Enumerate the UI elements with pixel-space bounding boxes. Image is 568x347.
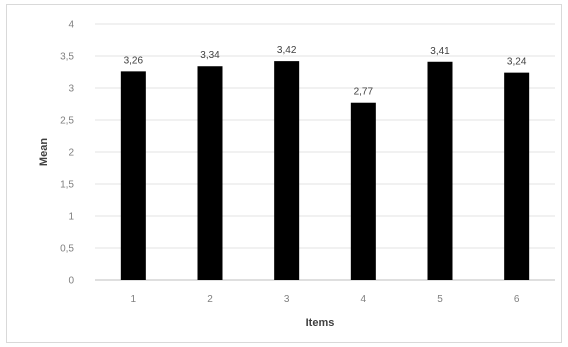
data-label: 3,41 (430, 46, 450, 57)
y-axis-title: Mean (38, 138, 50, 166)
x-tick-label: 1 (131, 294, 137, 305)
gridlines (95, 23, 555, 281)
bar (197, 66, 223, 281)
bar (274, 61, 300, 281)
x-axis-ticks: 1 2 3 4 5 6 (131, 294, 520, 305)
bars (120, 61, 530, 281)
data-labels: 3,26 3,34 3,42 2,77 3,41 3,24 (124, 45, 527, 98)
data-label: 3,34 (200, 50, 220, 61)
x-tick-label: 4 (361, 294, 367, 305)
bar (350, 102, 376, 280)
bar (427, 61, 453, 281)
x-tick-label: 2 (207, 294, 213, 305)
y-tick-label: 2 (68, 148, 74, 159)
data-label: 3,42 (277, 45, 297, 56)
y-axis-ticks: 0 0,5 1 1,5 2 2,5 3 3,5 4 (60, 20, 74, 287)
x-tick-label: 6 (514, 294, 520, 305)
data-label: 3,24 (507, 57, 527, 68)
bar (504, 72, 530, 280)
y-tick-label: 3 (68, 84, 74, 95)
y-tick-label: 3,5 (60, 52, 74, 63)
y-tick-label: 1 (68, 212, 74, 223)
y-tick-label: 1,5 (60, 180, 74, 191)
y-tick-label: 0 (68, 276, 74, 287)
data-label: 3,26 (124, 55, 144, 66)
x-tick-label: 5 (437, 294, 443, 305)
data-label: 2,77 (354, 87, 374, 98)
y-tick-label: 0,5 (60, 244, 74, 255)
x-tick-label: 3 (284, 294, 290, 305)
y-tick-label: 4 (68, 20, 74, 31)
y-tick-label: 2,5 (60, 116, 74, 127)
x-axis-title: Items (306, 317, 335, 329)
bar (120, 71, 146, 280)
